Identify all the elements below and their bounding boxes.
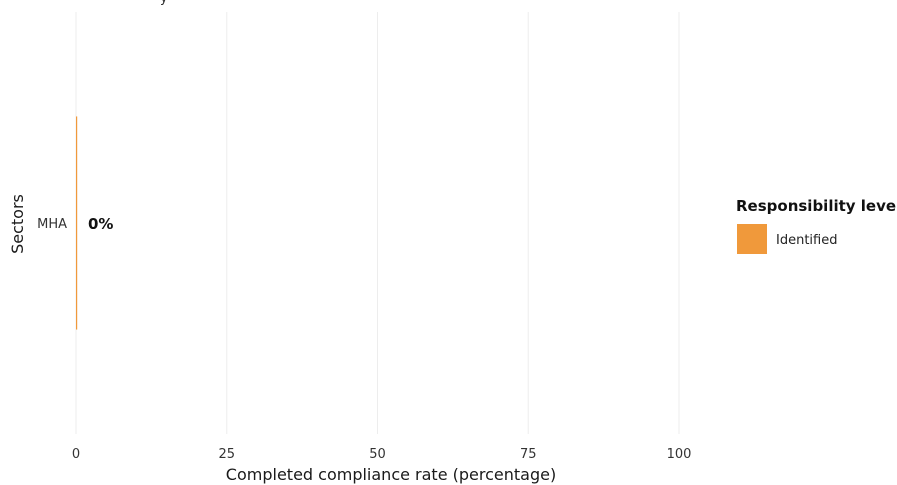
- y-axis-title: Sectors: [8, 194, 27, 254]
- legend-label-identified: Identified: [776, 233, 837, 248]
- legend-title: Responsibility level: [736, 197, 897, 215]
- legend-swatch-identified: [737, 224, 767, 254]
- x-axis-title: Completed compliance rate (percentage): [226, 465, 556, 484]
- gridlines: [75, 12, 680, 434]
- x-tick-label-100: 100: [667, 447, 692, 462]
- category-labels: MHA: [37, 217, 67, 232]
- x-tick-label-25: 25: [218, 447, 235, 462]
- bar-mha-identified: [76, 116, 78, 330]
- data-label-mha: 0%: [88, 215, 113, 233]
- x-tick-label-0: 0: [72, 447, 80, 462]
- legend: Responsibility level Identified: [736, 197, 897, 254]
- x-tick-label-75: 75: [520, 447, 537, 462]
- category-label-mha: MHA: [37, 217, 67, 232]
- data-labels: 0%: [88, 215, 113, 233]
- x-tick-labels: 0 25 50 75 100: [72, 447, 692, 462]
- clipped-title-fragment: y: [160, 0, 168, 6]
- bars-layer: [76, 116, 78, 330]
- x-tick-label-50: 50: [369, 447, 386, 462]
